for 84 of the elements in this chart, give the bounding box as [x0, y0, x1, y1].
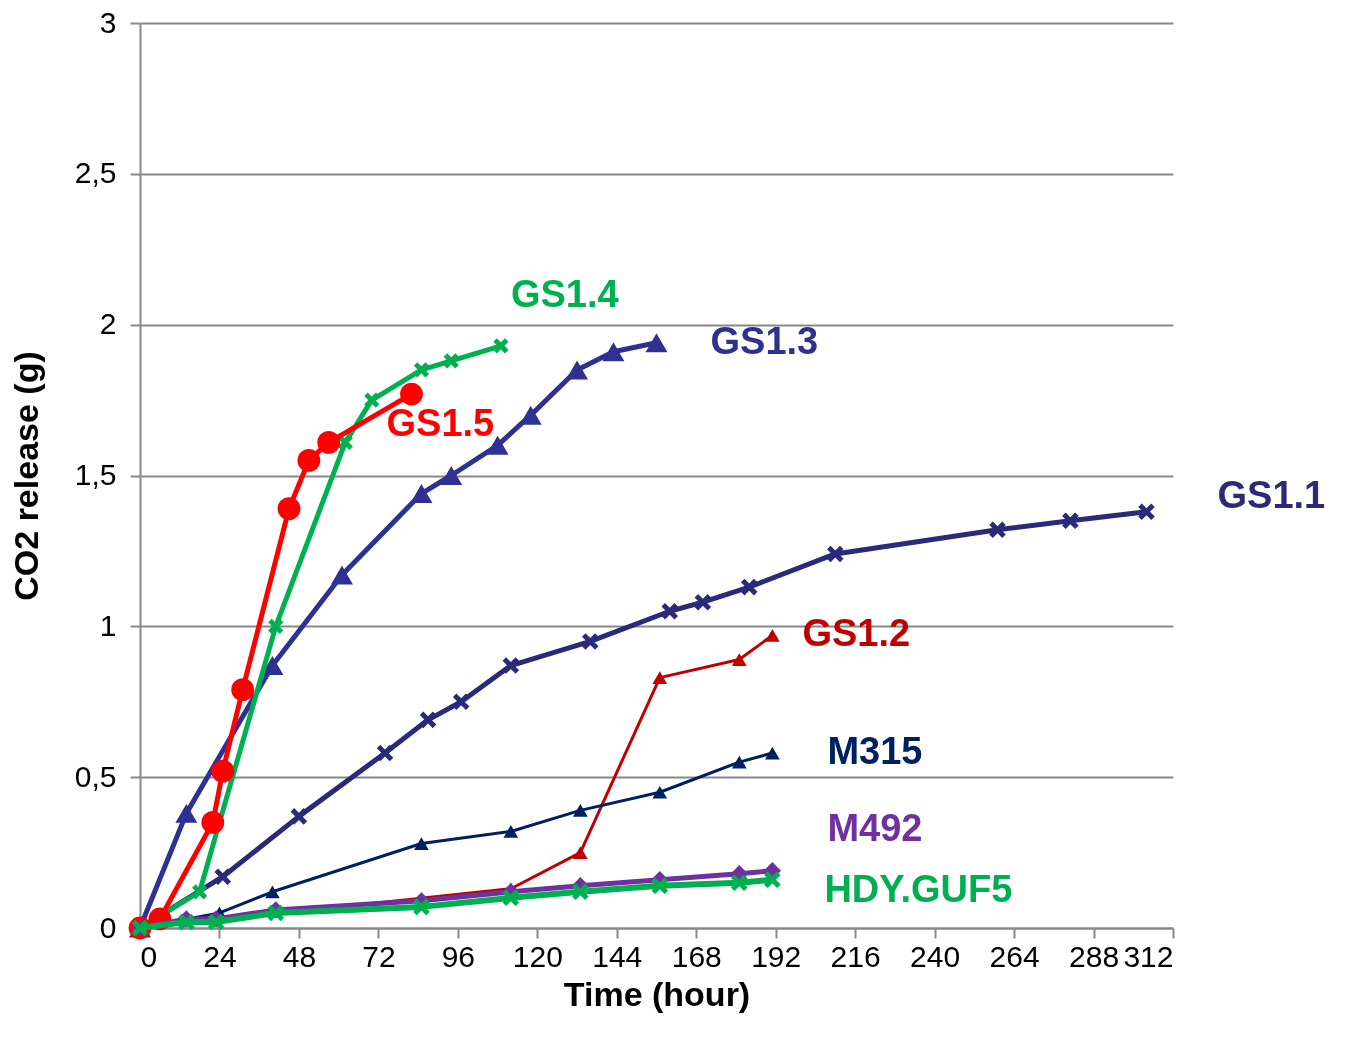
y-tick-label: 1 — [99, 608, 117, 642]
point — [265, 885, 280, 899]
x-tick-label: 72 — [362, 939, 396, 973]
point — [501, 656, 520, 675]
point — [492, 337, 510, 355]
point — [519, 405, 542, 425]
point — [826, 544, 845, 563]
point — [730, 873, 749, 892]
point — [191, 883, 208, 901]
series-label: GS1.3 — [710, 319, 819, 362]
x-tick-label: 240 — [910, 939, 961, 973]
point — [452, 692, 471, 711]
point — [267, 618, 285, 635]
y-tick-label: 0 — [99, 910, 117, 944]
point — [566, 360, 588, 380]
point — [297, 449, 321, 472]
point — [317, 430, 341, 454]
point — [645, 333, 668, 353]
x-tick-label: 48 — [282, 939, 317, 973]
point — [573, 803, 588, 817]
series-label: M492 — [827, 806, 923, 849]
point — [1061, 511, 1080, 530]
point — [363, 391, 381, 409]
x-tick-label: 216 — [830, 939, 881, 973]
point — [573, 846, 588, 859]
y-tick-label: 2,5 — [74, 156, 117, 190]
y-tick-label: 0,5 — [74, 759, 117, 793]
y-tick-label: 1,5 — [74, 458, 117, 491]
point — [1137, 502, 1156, 521]
point — [413, 361, 430, 379]
point — [765, 629, 780, 642]
point — [414, 837, 429, 850]
point — [988, 520, 1007, 539]
x-tick-label: 24 — [203, 939, 237, 973]
point — [652, 671, 668, 684]
y-tick-label: 3 — [99, 5, 117, 39]
point — [419, 710, 438, 729]
point — [213, 867, 232, 886]
point — [410, 484, 433, 504]
point — [650, 876, 669, 895]
point — [289, 807, 308, 826]
series-label: HDY.GUF5 — [824, 867, 1013, 910]
series-label: GS1.5 — [386, 402, 495, 445]
x-tick-label: 288 — [1069, 939, 1120, 973]
point — [231, 678, 255, 702]
point — [501, 888, 520, 907]
point — [763, 870, 782, 889]
point — [412, 897, 431, 916]
point — [175, 803, 198, 823]
point — [211, 759, 235, 783]
point — [440, 466, 463, 485]
x-tick-label: 96 — [441, 939, 476, 973]
x-tick-label: 144 — [592, 939, 643, 973]
point — [571, 882, 590, 901]
point — [731, 755, 747, 769]
y-tick-label: 2 — [99, 307, 117, 341]
x-tick-label: 0 — [140, 939, 158, 973]
point — [652, 785, 668, 799]
point — [740, 578, 759, 597]
x-tick-label: 192 — [751, 939, 802, 973]
x-tick-label: 312 — [1123, 939, 1174, 973]
x-axis-title: Time (hour) — [563, 974, 751, 1013]
point — [331, 565, 353, 585]
point — [442, 352, 460, 370]
point — [400, 382, 423, 406]
point — [660, 602, 679, 621]
point — [201, 811, 225, 834]
series-label: GS1.4 — [510, 272, 619, 315]
point — [602, 342, 625, 362]
x-tick-label: 168 — [671, 939, 722, 973]
series-label: GS1.1 — [1217, 473, 1326, 516]
x-tick-label: 120 — [512, 939, 563, 973]
point — [581, 632, 600, 651]
series-label: GS1.2 — [802, 612, 911, 655]
y-axis-title: CO2 release (g) — [6, 351, 45, 601]
point — [277, 497, 301, 521]
point — [486, 435, 509, 455]
point — [765, 746, 780, 760]
point — [693, 593, 712, 612]
point — [375, 744, 395, 763]
x-tick-label: 264 — [989, 939, 1040, 973]
series-label: M315 — [827, 730, 923, 773]
point — [503, 825, 519, 838]
point — [731, 653, 747, 666]
